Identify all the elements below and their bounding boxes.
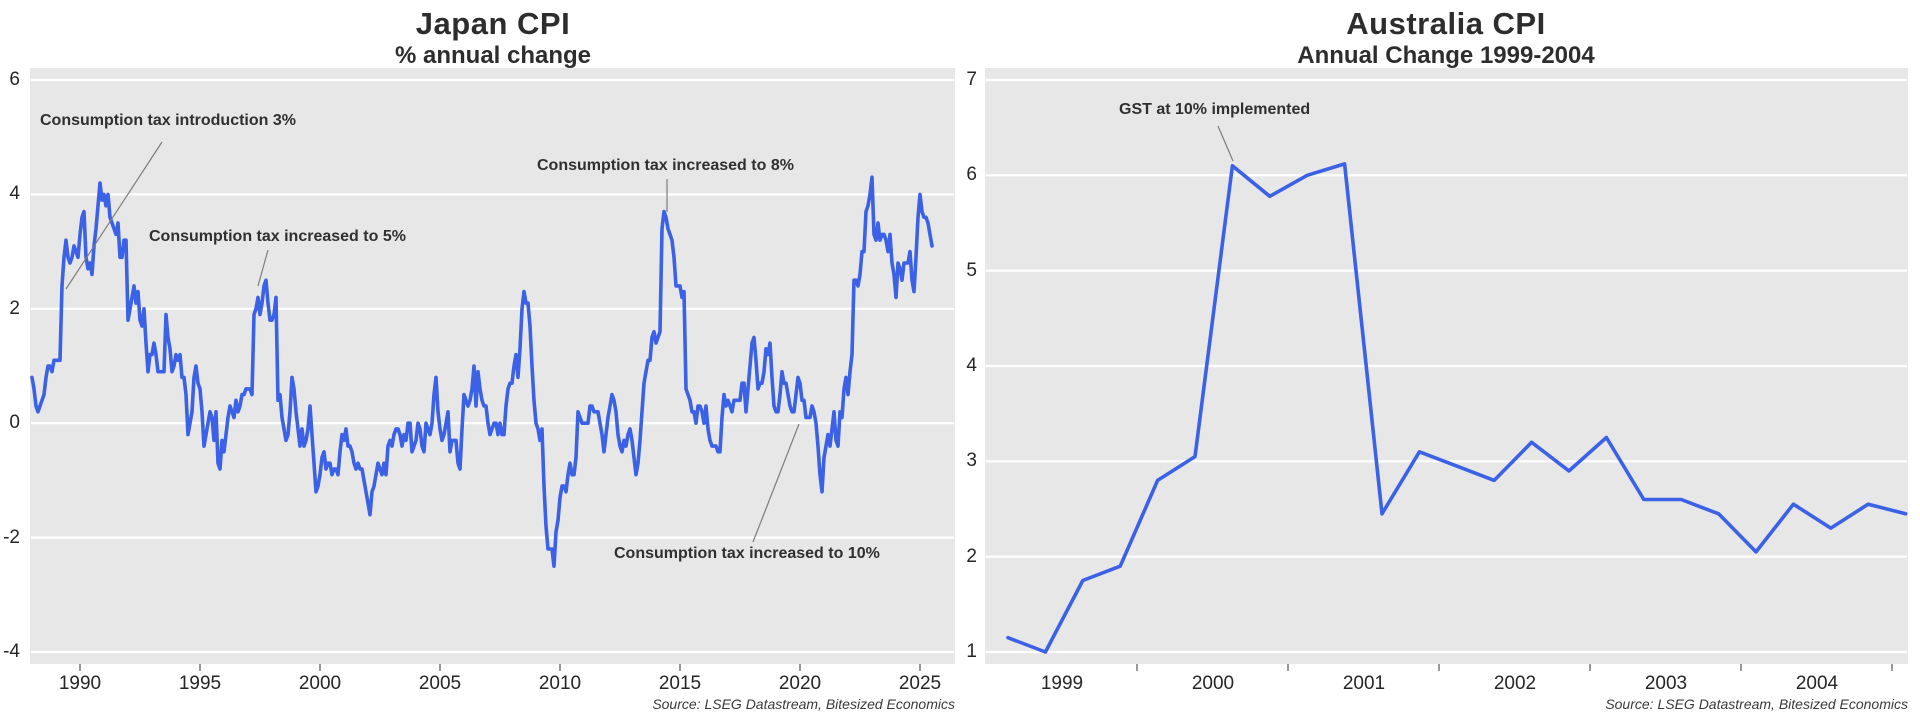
australia-y-tick-label: 1 (966, 641, 977, 662)
australia-annotation-leader-line (1217, 125, 1234, 162)
japan-annotation-label: Consumption tax increased to 10% (614, 545, 880, 562)
japan-annotation-leader-line (65, 141, 163, 290)
japan-x-tick-label: 2005 (418, 673, 462, 694)
japan-y-tick-label: -2 (3, 527, 20, 548)
australia-x-tick-label: 2001 (1342, 673, 1386, 694)
australia-y-tick-label: 6 (966, 164, 977, 185)
japan-plot-area (30, 68, 955, 664)
japan-x-tick-label: 1995 (178, 673, 222, 694)
australia-chart-title: Australia CPI (1346, 6, 1546, 41)
japan-chart-subtitle: % annual change (394, 42, 592, 69)
japan-annotation-leader-line (752, 423, 800, 543)
australia-x-tick-label: 2003 (1644, 673, 1688, 694)
australia-annotation-label: GST at 10% implemented (1119, 101, 1311, 118)
japan-annotation-label: Consumption tax increased to 8% (537, 157, 794, 174)
australia-chart-subtitle: Annual Change 1999-2004 (1297, 42, 1595, 69)
australia-y-tick-label: 3 (966, 450, 977, 471)
japan-x-tick-label: 2015 (658, 673, 702, 694)
australia-source-credit: Source: LSEG Datastream, Bitesized Econo… (1605, 696, 1908, 712)
japan-x-tick-label: 2025 (898, 673, 942, 694)
japan-chart-title: Japan CPI (415, 6, 571, 41)
australia-x-tick-label: 2004 (1795, 673, 1839, 694)
japan-y-tick-label: 0 (9, 412, 20, 433)
australia-cpi-line (1006, 162, 1908, 654)
japan-y-tick-label: 6 (9, 69, 20, 90)
australia-x-tick-label: 2000 (1191, 673, 1235, 694)
japan-x-tick-label: 2020 (778, 673, 822, 694)
australia-y-tick-label: 7 (966, 69, 977, 90)
japan-annotation-label: Consumption tax increased to 5% (149, 228, 406, 245)
australia-x-tick-label: 2002 (1493, 673, 1537, 694)
japan-x-tick-label: 2010 (538, 673, 582, 694)
japan-y-tick-label: 2 (9, 298, 20, 319)
japan-cpi-line (30, 175, 934, 569)
australia-x-tick-label: 1999 (1040, 673, 1084, 694)
japan-source-credit: Source: LSEG Datastream, Bitesized Econo… (652, 696, 955, 712)
japan-x-tick-label: 2000 (298, 673, 342, 694)
japan-annotation-leader-line (257, 249, 269, 287)
japan-x-tick-label: 1990 (58, 673, 102, 694)
japan-y-tick-label: 4 (9, 183, 20, 204)
australia-y-tick-label: 2 (966, 546, 977, 567)
japan-annotation-label: Consumption tax introduction 3% (40, 112, 296, 129)
australia-y-tick-label: 4 (966, 355, 977, 376)
australia-y-tick-label: 5 (966, 260, 977, 281)
japan-y-tick-label: -4 (3, 641, 20, 662)
